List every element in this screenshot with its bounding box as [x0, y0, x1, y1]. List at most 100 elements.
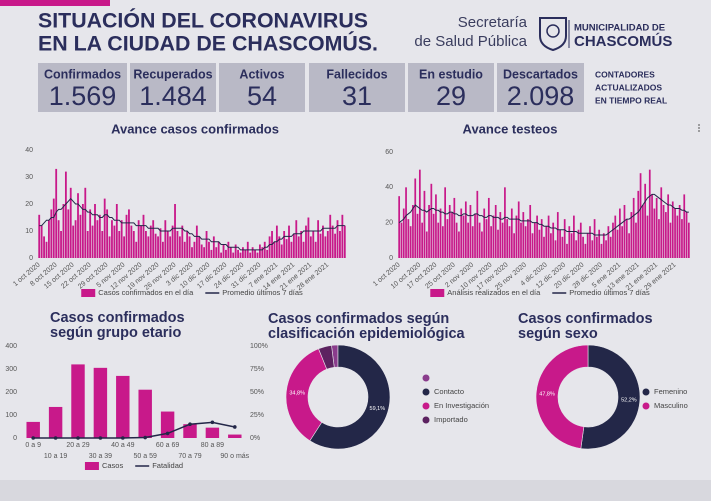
bar [621, 226, 624, 258]
footer-strip [0, 480, 711, 501]
chart-title: Avance testeos [463, 121, 558, 136]
bar [98, 214, 101, 258]
menu-icon[interactable] [698, 124, 700, 132]
bar [225, 249, 227, 258]
x-tick-label: 20 a 29 [66, 442, 89, 449]
bar [341, 214, 344, 258]
bar [428, 205, 430, 258]
bar [215, 247, 218, 258]
bar [671, 201, 674, 258]
bar [522, 212, 525, 258]
bar [591, 240, 594, 258]
donut-slice [309, 344, 391, 450]
x-tick-label: 40 a 49 [111, 442, 134, 449]
bar [577, 229, 580, 258]
counter-value: 1.569 [49, 81, 117, 111]
bar [331, 225, 334, 258]
bar [115, 204, 118, 258]
bar [554, 240, 557, 258]
bar [605, 240, 607, 258]
bar [607, 226, 610, 258]
bar [490, 226, 492, 258]
bar [559, 229, 561, 258]
bar [602, 233, 605, 258]
legend-label: Masculino [654, 401, 688, 410]
bar [648, 169, 651, 258]
bar [497, 229, 499, 258]
chart-title: Casos confirmados según [268, 311, 449, 327]
bar [171, 225, 174, 258]
bar [598, 229, 601, 258]
bar [635, 222, 637, 258]
bar [630, 212, 633, 258]
legend-label: Contacto [434, 387, 464, 396]
bar [67, 209, 70, 258]
bar [193, 241, 196, 258]
legend-label: Femenino [654, 387, 687, 396]
bar [651, 194, 653, 258]
y2-tick-label: 25% [250, 412, 264, 419]
legend: Análisis realizados en el día Promedio úl… [430, 288, 650, 297]
counter-box [130, 63, 216, 112]
bar [91, 225, 94, 258]
bar [499, 212, 502, 258]
bar [676, 215, 679, 258]
x-tick-label: 90 o más [220, 453, 249, 460]
bar [664, 212, 667, 258]
bar [343, 225, 346, 258]
bar [467, 222, 469, 258]
bar [405, 187, 407, 258]
bar [439, 208, 442, 258]
bar [326, 231, 329, 258]
bar [612, 222, 614, 258]
y2-tick-label: 100% [250, 343, 268, 350]
bar [132, 231, 135, 258]
page-title: SITUACIÓN DEL CORONAVIRUS [38, 9, 368, 33]
bar [77, 193, 79, 258]
bar [292, 233, 295, 258]
legend-label: Promedio últimos 7 días [569, 288, 650, 297]
bar [547, 215, 550, 258]
bar [658, 219, 660, 258]
line-marker [143, 435, 147, 440]
bar [455, 222, 458, 258]
bar [220, 252, 223, 258]
bar [570, 233, 573, 258]
bar [38, 214, 41, 258]
bar [176, 231, 179, 258]
bar [407, 219, 410, 258]
bar [229, 247, 232, 258]
legend-label: Importado [434, 415, 468, 424]
counter-value: 54 [247, 81, 277, 111]
bar [305, 225, 307, 258]
bar [504, 187, 506, 258]
bar [529, 205, 532, 258]
bar [234, 244, 237, 258]
bar [623, 205, 626, 258]
bar [418, 169, 421, 258]
bar [584, 243, 587, 258]
bar [552, 222, 555, 258]
y-tick-label: 40 [385, 184, 393, 191]
bar [527, 219, 529, 258]
counter-box [219, 63, 305, 112]
legend: Casos confirmados en el día Promedio últi… [81, 288, 303, 297]
legend-swatch [422, 416, 430, 424]
bar [339, 231, 341, 258]
legend-swatch [422, 388, 430, 396]
bar [619, 208, 621, 258]
bar [81, 204, 84, 258]
bar [444, 187, 446, 258]
bar [212, 236, 215, 258]
bar [513, 233, 515, 258]
x-tick-label: 30 a 39 [89, 453, 112, 460]
counter-label: Activos [239, 67, 284, 81]
bar [568, 226, 571, 258]
bar [249, 252, 252, 258]
bar [307, 217, 310, 258]
bar [334, 233, 336, 258]
bar [398, 196, 401, 258]
counter-box [38, 63, 127, 112]
x-tick-label: 70 a 79 [178, 453, 201, 460]
